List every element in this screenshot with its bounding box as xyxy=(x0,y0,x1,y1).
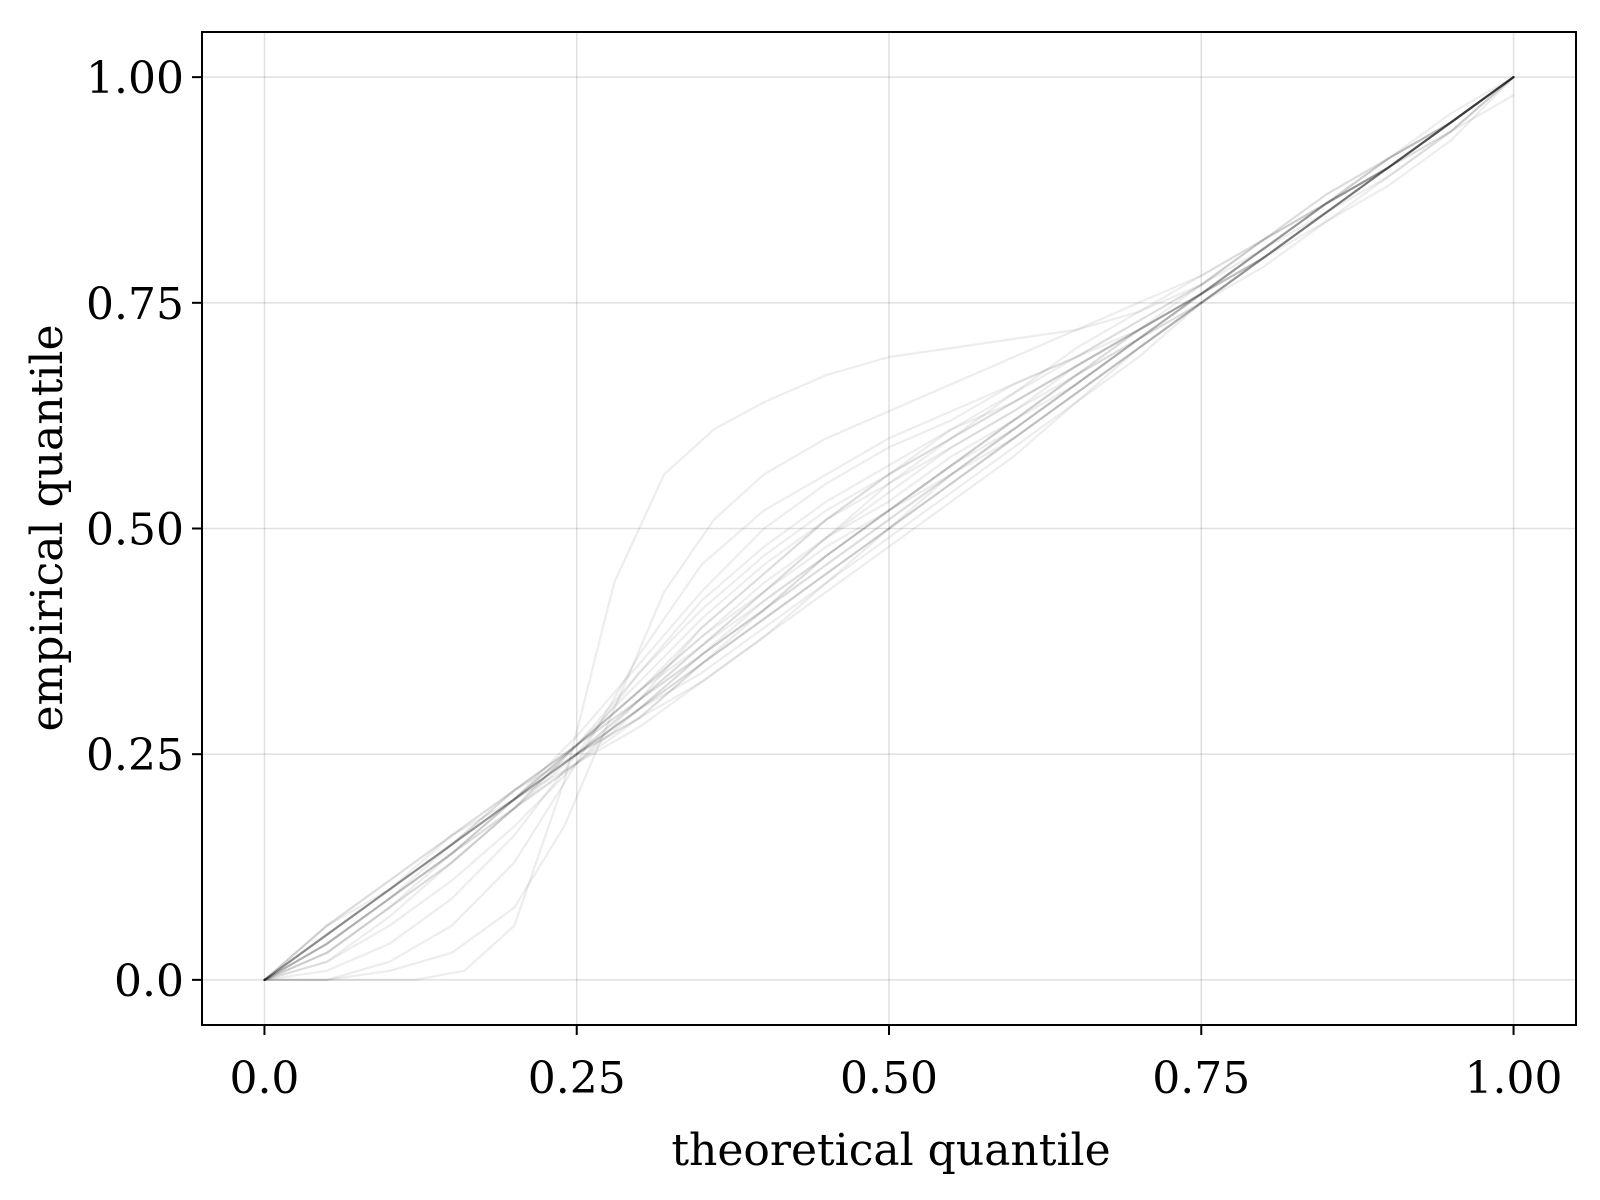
qq-series-line xyxy=(263,75,1515,982)
qq-series-line xyxy=(263,75,1515,982)
qq-series-line xyxy=(263,75,1515,982)
x-tick-label: 0.50 xyxy=(840,1053,938,1104)
y-tick-label: 0.25 xyxy=(86,730,184,781)
x-axis-label: theoretical quantile xyxy=(671,1125,1110,1176)
qq-series-line xyxy=(263,75,1515,982)
x-tick-label: 1.00 xyxy=(1465,1053,1563,1104)
qq-series-line xyxy=(263,75,1515,982)
qq-series-line xyxy=(263,75,1515,982)
qq-series-line xyxy=(263,75,1515,982)
x-tick-label: 0.0 xyxy=(229,1053,299,1104)
y-tick-label: 1.00 xyxy=(86,53,184,104)
qq-series-line xyxy=(263,75,1515,982)
qq-series-line xyxy=(263,75,1515,982)
y-tick-label: 0.75 xyxy=(86,279,184,330)
qq-series-line xyxy=(263,75,1515,982)
qq-series-line xyxy=(263,75,1515,982)
qq-series-line xyxy=(263,75,1515,982)
qq-series-line xyxy=(263,75,1515,982)
qq-series-line xyxy=(263,75,1515,982)
qq-series-line xyxy=(263,75,1515,982)
qq-series-line xyxy=(263,75,1515,982)
qq-series-line xyxy=(263,75,1515,982)
qq-lines xyxy=(263,75,1515,982)
y-axis-label: empirical quantile xyxy=(22,325,73,732)
x-tick-label: 0.75 xyxy=(1152,1053,1250,1104)
qq-series-line xyxy=(263,75,1515,982)
qq-series-line xyxy=(263,94,1515,982)
y-axis: 0.0 0.25 0.50 0.75 1.00 xyxy=(86,53,202,1007)
qq-series-line xyxy=(263,75,1515,982)
x-axis: 0.0 0.25 0.50 0.75 1.00 xyxy=(229,1025,1563,1104)
qq-series-line xyxy=(263,75,1515,982)
grid-lines xyxy=(202,32,1576,1025)
qq-series-line xyxy=(263,75,1515,982)
y-tick-label: 0.0 xyxy=(114,956,184,1007)
x-tick-label: 0.25 xyxy=(528,1053,626,1104)
qq-series-line xyxy=(263,75,1515,982)
y-tick-label: 0.50 xyxy=(86,505,184,556)
qq-series-line xyxy=(263,75,1515,982)
qq-series-line xyxy=(263,75,1515,982)
